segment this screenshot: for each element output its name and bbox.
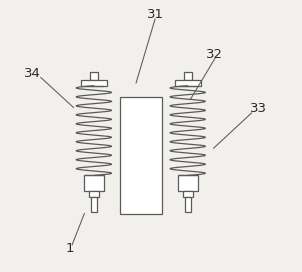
Bar bbox=[185, 197, 191, 212]
Bar bbox=[178, 175, 198, 191]
Bar bbox=[81, 80, 107, 86]
Text: 32: 32 bbox=[207, 48, 223, 61]
Bar bbox=[91, 197, 97, 212]
Text: 34: 34 bbox=[24, 67, 41, 80]
Bar bbox=[182, 191, 193, 197]
Bar bbox=[184, 72, 191, 80]
Text: 31: 31 bbox=[146, 8, 164, 21]
Bar bbox=[89, 191, 99, 197]
Bar bbox=[175, 80, 201, 86]
Bar bbox=[90, 72, 98, 80]
Bar bbox=[120, 97, 162, 214]
Text: 1: 1 bbox=[65, 242, 74, 255]
Text: 33: 33 bbox=[250, 102, 267, 115]
Bar bbox=[84, 175, 104, 191]
